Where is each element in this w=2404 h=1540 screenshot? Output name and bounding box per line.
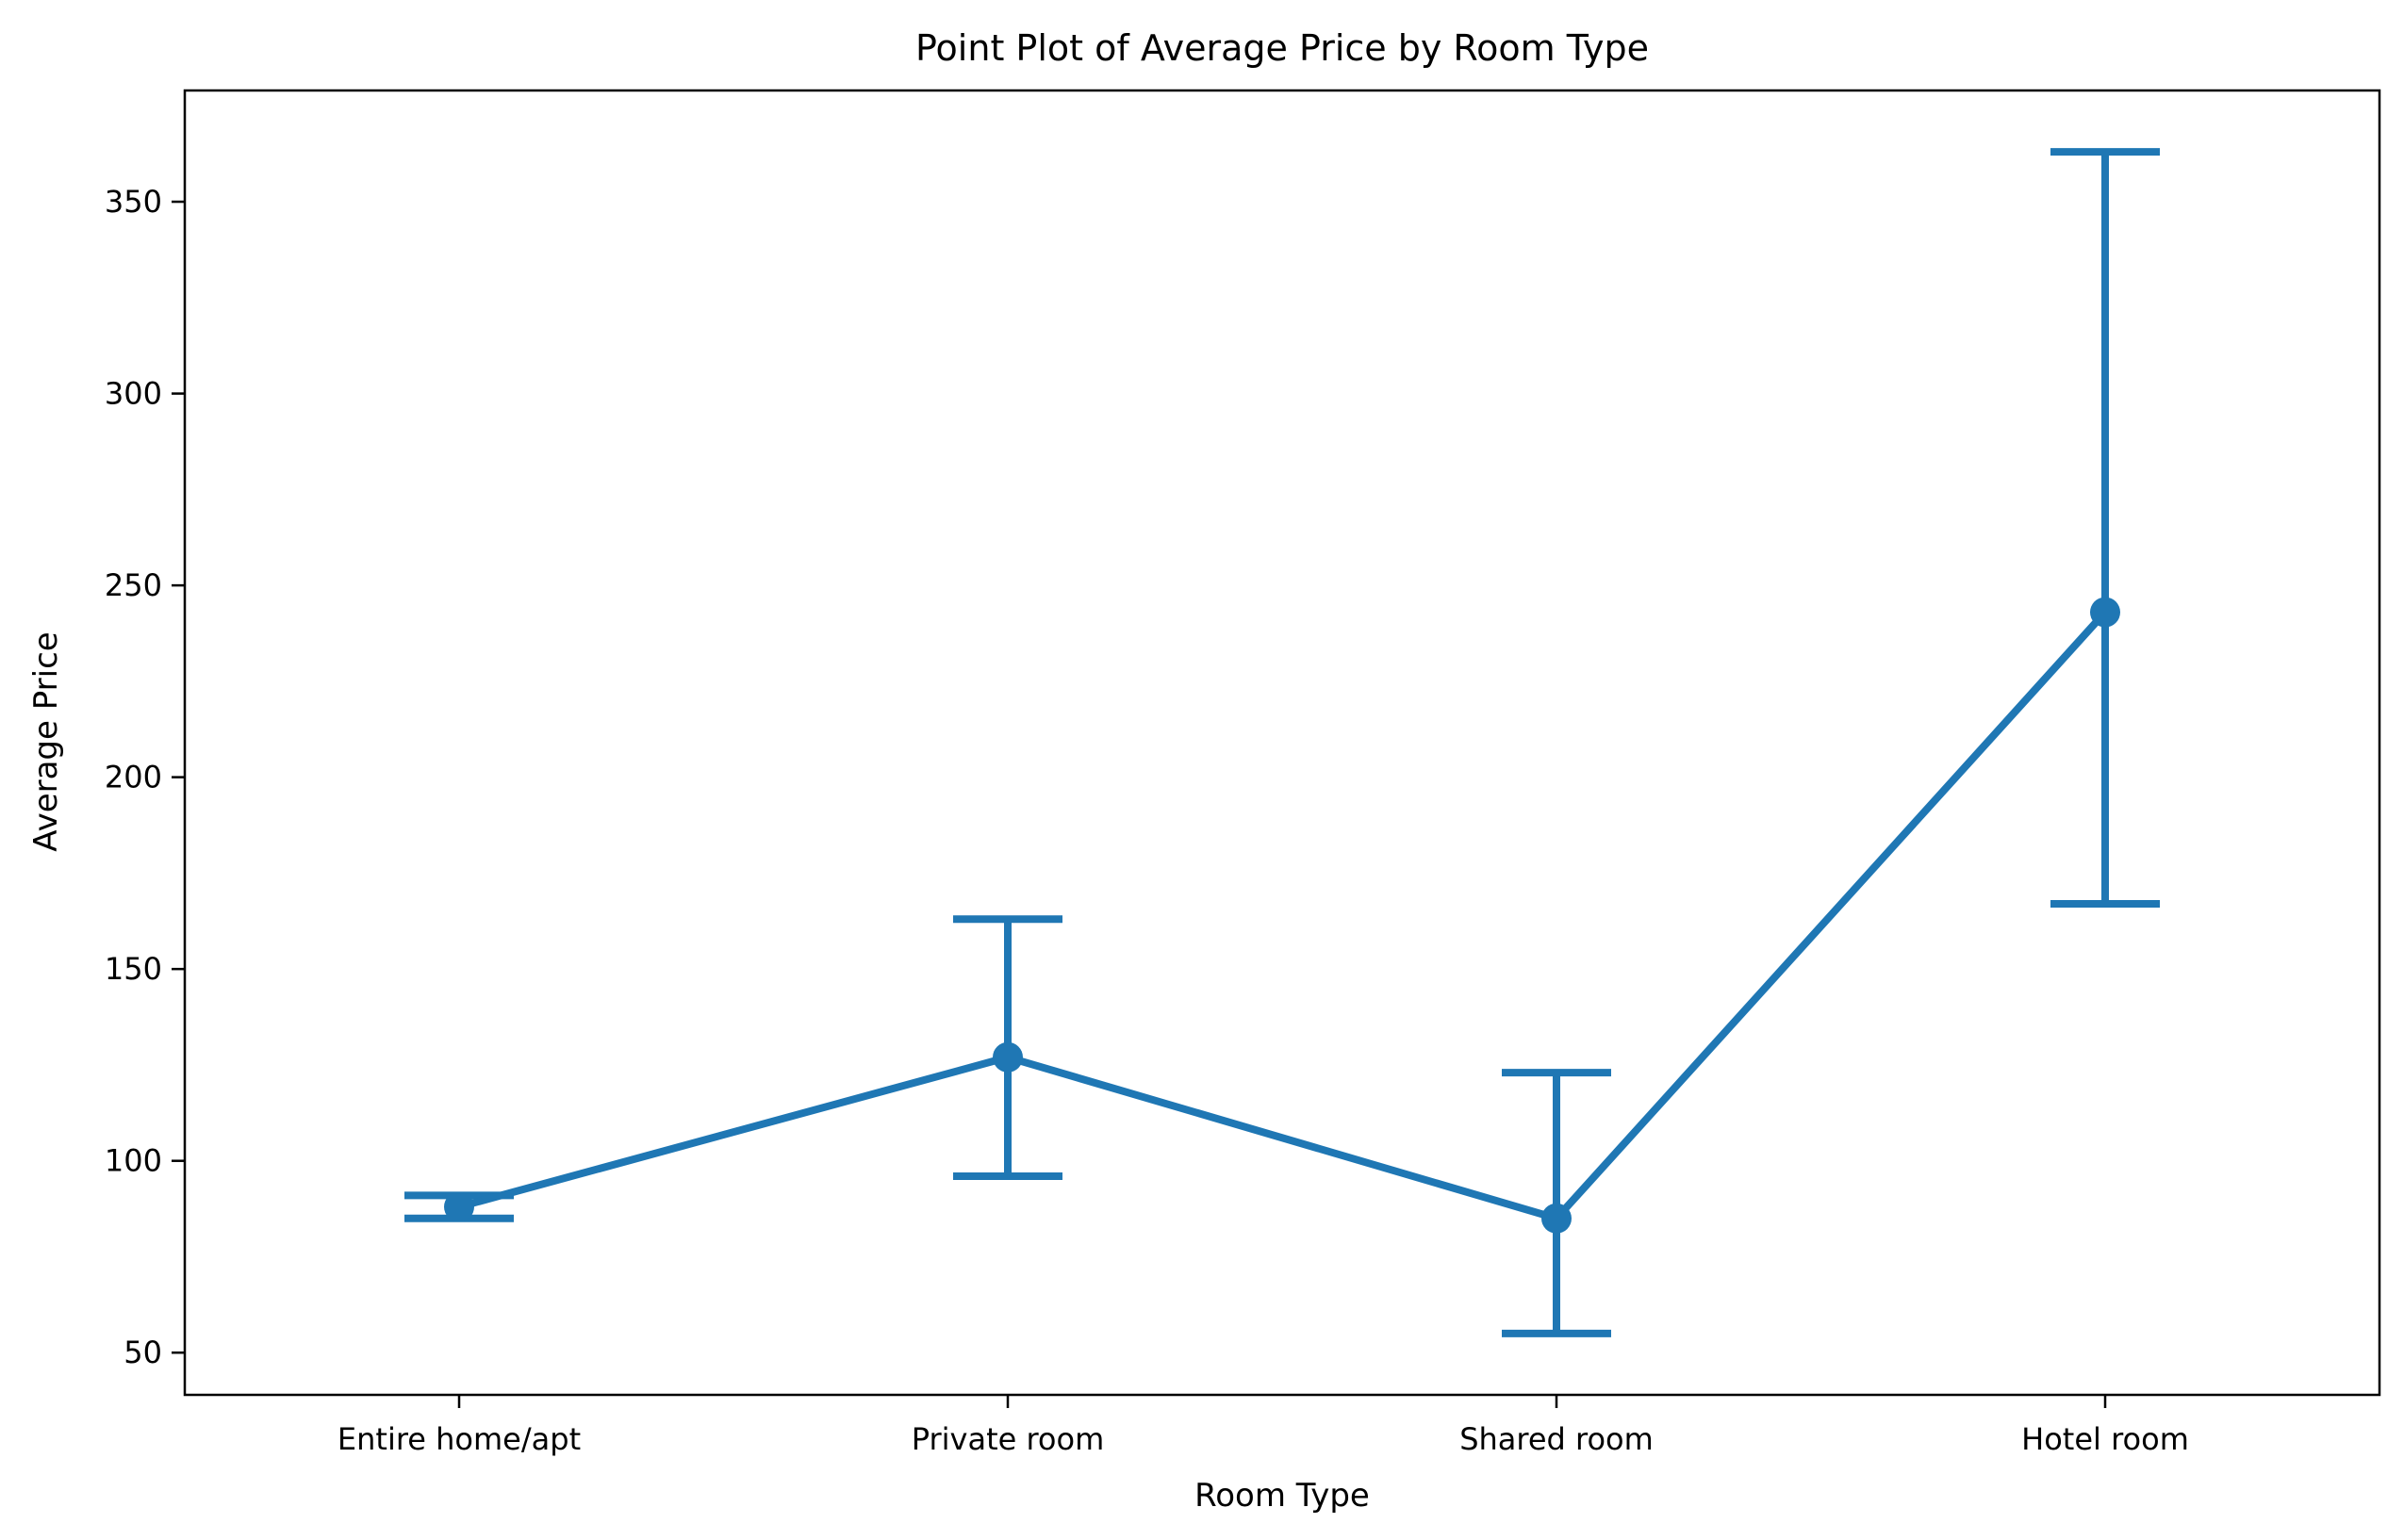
y-tick-label-150: 150	[105, 951, 162, 987]
data-point-3	[2090, 597, 2120, 628]
x-axis-label: Room Type	[1194, 1477, 1370, 1515]
x-tick-label-1: Private room	[912, 1421, 1105, 1457]
y-tick-label-250: 250	[105, 567, 162, 603]
y-tick-label-50: 50	[123, 1335, 162, 1370]
y-tick-label-350: 350	[105, 184, 162, 220]
y-tick-label-100: 100	[105, 1143, 162, 1179]
data-point-2	[1541, 1203, 1572, 1234]
y-tick-label-300: 300	[105, 376, 162, 412]
y-axis-label: Average Price	[27, 631, 65, 851]
plot-frame	[183, 89, 2381, 1397]
chart-title: Point Plot of Average Price by Room Type	[915, 27, 1649, 69]
x-tick-label-2: Shared room	[1459, 1421, 1654, 1457]
x-tick-label-0: Entire home/apt	[338, 1421, 581, 1457]
x-tick-label-3: Hotel room	[2021, 1421, 2189, 1457]
plot-area: 50 100 150 200 250 300 350 Entire home/apt Priva…	[105, 89, 2381, 1457]
data-point-1	[993, 1041, 1023, 1073]
data-point-0	[444, 1191, 474, 1222]
series-line	[457, 609, 2108, 1222]
y-tick-label-200: 200	[105, 760, 162, 795]
